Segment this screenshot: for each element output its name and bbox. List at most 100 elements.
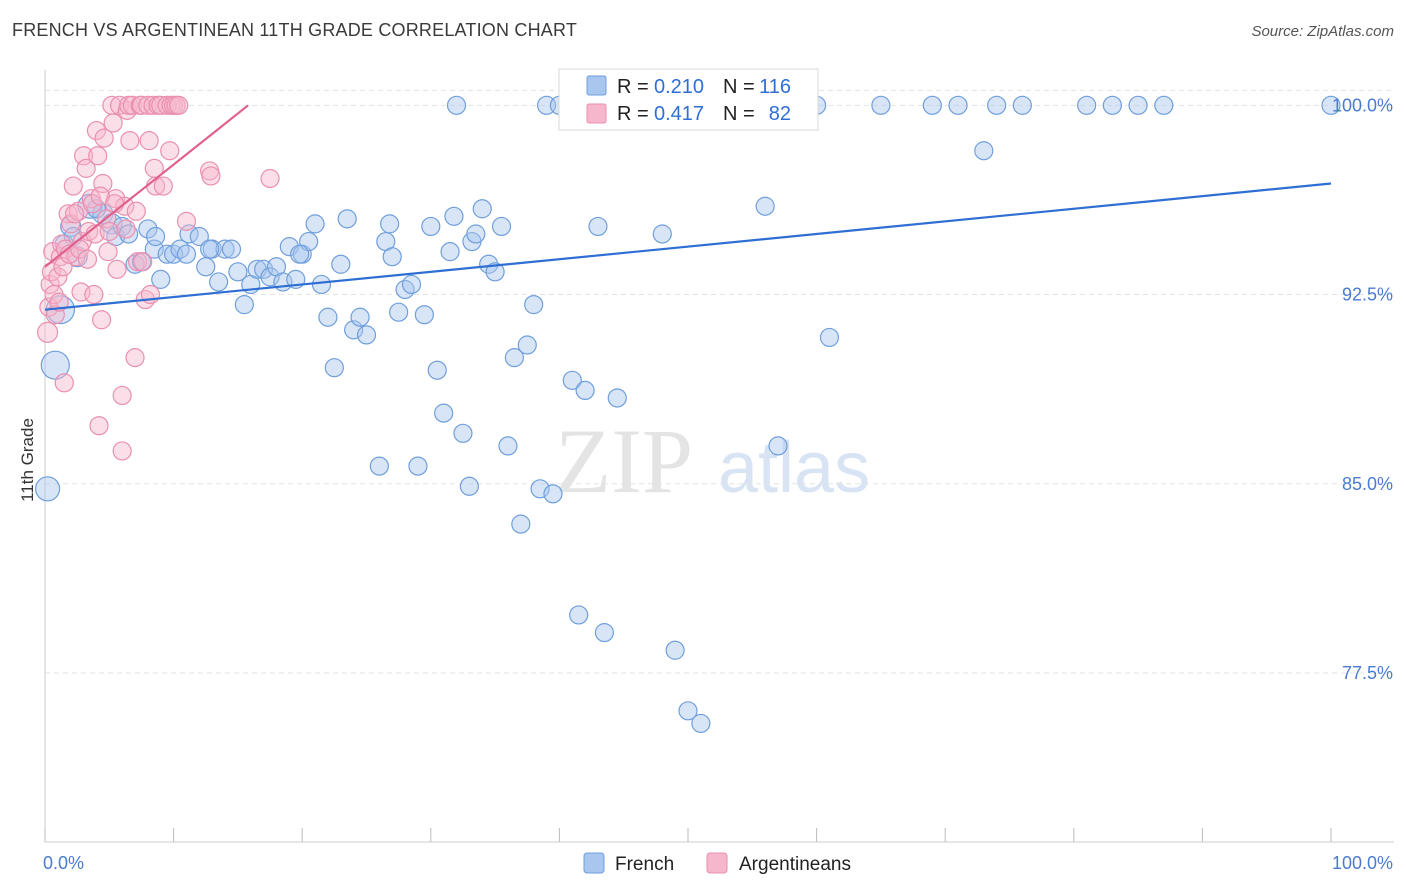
argentinean-point <box>49 292 69 312</box>
argentinean-point <box>107 259 127 279</box>
french-point <box>434 403 454 423</box>
french-point <box>170 239 190 259</box>
argentinean-point <box>45 305 65 325</box>
argentinean-point <box>54 373 74 393</box>
french-point <box>215 239 235 259</box>
french-point <box>755 196 775 216</box>
argentinean-legend-swatch <box>586 103 607 124</box>
french-point <box>922 95 942 115</box>
argentinean-point <box>64 204 85 224</box>
french-point <box>594 623 615 643</box>
french-point <box>138 219 158 239</box>
french-point <box>389 302 409 322</box>
argentinean-r-label: R = <box>617 103 649 125</box>
argentinean-point <box>169 95 189 115</box>
french-series <box>34 95 1341 734</box>
argentinean-point <box>77 249 98 269</box>
french-n-value: 116 <box>759 76 791 98</box>
french-point <box>311 274 332 295</box>
french-point <box>176 244 197 264</box>
french-point <box>118 224 139 244</box>
argentinean-point <box>153 176 173 196</box>
french-point <box>369 456 389 476</box>
french-r-label: R = <box>617 76 649 98</box>
french-point <box>331 254 351 274</box>
argentinean-point <box>86 120 107 141</box>
argentinean-bottom-swatch <box>706 852 728 874</box>
french-point <box>974 141 994 161</box>
y-tick-label: 92.5% <box>1342 285 1393 305</box>
x-tick-label-min: 0.0% <box>43 853 84 873</box>
french-point <box>1321 95 1341 115</box>
source-label: Source: ZipAtlas.com <box>1251 23 1394 40</box>
french-point <box>1128 95 1148 115</box>
argentinean-n-label: N = <box>723 103 755 125</box>
french-point <box>588 216 608 237</box>
french-point <box>408 456 428 476</box>
french-point <box>665 640 685 660</box>
argentinean-point <box>176 211 197 231</box>
argentinean-point <box>120 131 140 151</box>
argentinean-point <box>91 310 112 330</box>
french-point <box>228 262 248 282</box>
french-point <box>1154 95 1174 115</box>
french-point <box>511 514 531 534</box>
french-point <box>414 305 434 325</box>
french-point <box>453 423 473 443</box>
french-point <box>948 95 968 115</box>
argentinean-point <box>89 416 109 436</box>
french-point <box>290 244 310 264</box>
argentinean-point <box>94 128 114 148</box>
french-point <box>504 348 524 368</box>
chart-title: FRENCH VS ARGENTINEAN 11TH GRADE CORRELA… <box>12 20 578 40</box>
argentinean-r-value: 0.417 <box>654 103 704 125</box>
french-point <box>987 95 1007 115</box>
french-point <box>337 209 357 229</box>
french-point <box>768 436 788 456</box>
french-point <box>395 279 415 300</box>
french-point <box>607 388 627 408</box>
axes <box>44 70 1394 843</box>
french-point <box>260 267 280 287</box>
y-tick-label: 100.0% <box>1332 95 1393 115</box>
argentinean-point <box>125 348 145 368</box>
argentinean-point <box>88 146 108 166</box>
french-point <box>305 214 325 234</box>
argentinean-point <box>112 385 132 406</box>
argentinean-point <box>84 284 104 305</box>
argentinean-point <box>99 221 119 242</box>
french-point <box>196 257 216 277</box>
french-point <box>401 274 422 295</box>
argentinean-point <box>82 194 103 214</box>
french-point <box>444 206 464 226</box>
argentinean-series <box>36 95 280 461</box>
argentinean-point <box>116 219 136 239</box>
french-point <box>543 484 563 504</box>
french-point <box>530 479 550 499</box>
argentinean-point <box>139 131 159 151</box>
argentinean-point <box>73 146 94 166</box>
argentinean-point <box>201 166 221 186</box>
french-point <box>498 436 518 456</box>
argentinean-point <box>98 242 118 262</box>
french-n-label: N = <box>723 76 755 98</box>
argentinean-point <box>103 113 123 133</box>
argentinean-point <box>93 173 113 194</box>
tick-labels: 77.5% 85.0% 92.5% 100.0% 0.0% 100.0% <box>43 95 1393 873</box>
argentinean-point <box>53 257 73 277</box>
french-point <box>324 358 344 378</box>
french-point <box>151 269 171 289</box>
french-point <box>380 214 400 234</box>
y-tick-label: 77.5% <box>1342 663 1393 683</box>
french-r-value: 0.210 <box>654 76 704 98</box>
french-point <box>221 239 242 259</box>
french-point <box>569 605 589 625</box>
french-point <box>524 295 544 315</box>
series-legend: French Argentineans <box>583 852 851 875</box>
french-legend-label: French <box>615 854 674 875</box>
french-point <box>678 701 698 721</box>
french-point <box>871 95 891 115</box>
french-point <box>145 226 166 247</box>
y-axis-label: 11th Grade <box>18 418 37 502</box>
french-point <box>344 320 364 340</box>
